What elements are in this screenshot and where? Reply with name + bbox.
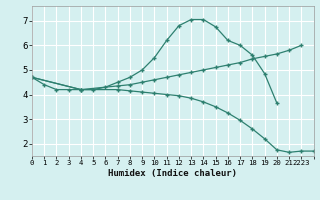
X-axis label: Humidex (Indice chaleur): Humidex (Indice chaleur): [108, 169, 237, 178]
